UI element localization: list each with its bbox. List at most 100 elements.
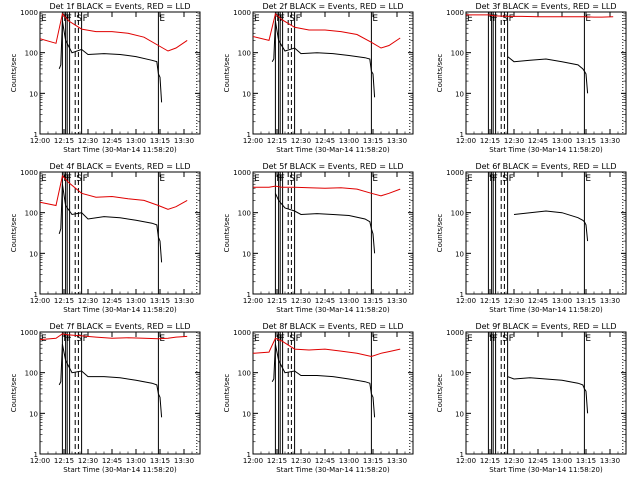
x-tick-label: 13:30 bbox=[174, 297, 194, 305]
y-tick-label: 10 bbox=[455, 90, 464, 98]
x-tick-label: 12:15 bbox=[54, 297, 74, 305]
x-tick-label: 12:30 bbox=[504, 297, 524, 305]
marker-label: E bbox=[41, 14, 47, 24]
panel-title: Det 9f BLACK = Events, RED = LLD bbox=[475, 322, 616, 331]
detector-panel-7: Det 7f BLACK = Events, RED = LLD 1 10 100 10… bbox=[10, 322, 201, 474]
y-tick-label: 100 bbox=[238, 370, 251, 378]
marker-label: E bbox=[254, 14, 260, 24]
y-tick-label: 10 bbox=[29, 410, 38, 418]
series-line-events bbox=[271, 344, 376, 418]
x-tick-label: 12:00 bbox=[456, 297, 476, 305]
series-line-events bbox=[58, 20, 163, 103]
y-axis-label: Counts/sec bbox=[10, 214, 18, 253]
y-tick-label: 1000 bbox=[233, 329, 251, 337]
marker-label: F bbox=[83, 334, 88, 344]
marker-label: E bbox=[372, 334, 378, 344]
x-tick-label: 13:15 bbox=[576, 457, 596, 465]
x-tick-label: 12:45 bbox=[102, 297, 122, 305]
x-tick-label: 13:15 bbox=[150, 137, 170, 145]
detector-panel-6: Det 6f BLACK = Events, RED = LLD 1 10 100 10… bbox=[436, 162, 627, 314]
marker-label: F bbox=[509, 334, 514, 344]
marker-label: E bbox=[159, 14, 165, 24]
marker-label: E bbox=[254, 334, 260, 344]
y-axis-label: Counts/sec bbox=[10, 374, 18, 413]
marker-label: E bbox=[467, 174, 473, 184]
x-tick-label: 12:30 bbox=[78, 137, 98, 145]
series-line-lld bbox=[40, 174, 188, 210]
x-tick-label: 12:45 bbox=[315, 137, 335, 145]
marker-label: S bbox=[76, 174, 82, 184]
x-tick-label: 13:00 bbox=[126, 457, 146, 465]
x-axis-label: Start Time (30-Mar-14 11:58:20) bbox=[276, 306, 390, 314]
x-tick-label: 12:15 bbox=[480, 297, 500, 305]
y-tick-label: 1 bbox=[34, 131, 38, 139]
panel-title: Det 6f BLACK = Events, RED = LLD bbox=[475, 162, 616, 171]
x-tick-label: 12:45 bbox=[528, 457, 548, 465]
x-axis-label: Start Time (30-Mar-14 11:58:20) bbox=[489, 466, 603, 474]
x-tick-label: 12:45 bbox=[315, 297, 335, 305]
detector-panel-5: Det 5f BLACK = Events, RED = LLD 1 10 100 10… bbox=[223, 162, 414, 314]
series-line-lld bbox=[40, 333, 188, 341]
marker-label: E bbox=[585, 334, 591, 344]
x-tick-label: 12:15 bbox=[267, 457, 287, 465]
detector-panel-9: Det 9f BLACK = Events, RED = LLD 1 10 100 10… bbox=[436, 322, 627, 474]
y-axis-label: Counts/sec bbox=[223, 374, 231, 413]
y-axis-label: Counts/sec bbox=[436, 374, 444, 413]
x-tick-label: 13:00 bbox=[552, 297, 572, 305]
x-tick-label: 12:45 bbox=[528, 297, 548, 305]
panel-title: Det 7f BLACK = Events, RED = LLD bbox=[49, 322, 190, 331]
panel-title: Det 3f BLACK = Events, RED = LLD bbox=[475, 2, 616, 11]
marker-label: F bbox=[509, 174, 514, 184]
x-tick-label: 13:00 bbox=[126, 137, 146, 145]
y-tick-label: 1 bbox=[460, 291, 464, 299]
marker-label: F bbox=[296, 174, 301, 184]
y-tick-label: 1000 bbox=[446, 329, 464, 337]
x-tick-label: 12:00 bbox=[456, 137, 476, 145]
series-line-lld bbox=[253, 185, 401, 197]
x-tick-label: 13:15 bbox=[576, 137, 596, 145]
marker-label: F bbox=[296, 14, 301, 24]
x-tick-label: 12:15 bbox=[54, 137, 74, 145]
series-line-lld bbox=[40, 12, 188, 52]
marker-label: F bbox=[83, 174, 88, 184]
marker-label: E bbox=[372, 174, 378, 184]
marker-label: S bbox=[502, 334, 508, 344]
y-tick-label: 1 bbox=[460, 131, 464, 139]
y-tick-label: 1 bbox=[34, 291, 38, 299]
y-tick-label: 10 bbox=[29, 250, 38, 258]
y-tick-label: 1 bbox=[247, 451, 251, 459]
panel-title: Det 1f BLACK = Events, RED = LLD bbox=[49, 2, 190, 11]
x-tick-label: 13:15 bbox=[363, 457, 383, 465]
marker-label: F bbox=[296, 334, 301, 344]
y-tick-label: 10 bbox=[242, 410, 251, 418]
y-tick-label: 10 bbox=[242, 250, 251, 258]
y-tick-label: 1000 bbox=[446, 169, 464, 177]
x-tick-label: 12:00 bbox=[30, 297, 50, 305]
series-line-events bbox=[274, 193, 376, 254]
x-tick-label: 12:45 bbox=[102, 457, 122, 465]
y-tick-label: 100 bbox=[238, 210, 251, 218]
y-tick-label: 1 bbox=[247, 131, 251, 139]
y-tick-label: 1000 bbox=[446, 9, 464, 17]
x-tick-label: 12:00 bbox=[243, 297, 263, 305]
series-line-events bbox=[58, 344, 163, 418]
marker-label: E bbox=[585, 174, 591, 184]
marker-label: E bbox=[159, 174, 165, 184]
plot-frame bbox=[465, 331, 627, 455]
x-tick-label: 13:30 bbox=[600, 137, 620, 145]
plot-frame bbox=[465, 11, 627, 135]
x-axis-label: Start Time (30-Mar-14 11:58:20) bbox=[489, 146, 603, 154]
x-tick-label: 12:30 bbox=[291, 457, 311, 465]
series-line-events bbox=[507, 56, 589, 94]
y-tick-label: 1000 bbox=[20, 329, 38, 337]
panel-title: Det 5f BLACK = Events, RED = LLD bbox=[262, 162, 403, 171]
x-tick-label: 12:30 bbox=[504, 457, 524, 465]
detector-panel-1: Det 1f BLACK = Events, RED = LLD 1 10 100 10… bbox=[10, 2, 201, 154]
x-tick-label: 12:15 bbox=[267, 137, 287, 145]
x-tick-label: 13:00 bbox=[126, 297, 146, 305]
x-tick-label: 13:30 bbox=[387, 297, 407, 305]
x-tick-label: 12:00 bbox=[30, 457, 50, 465]
plot-frame bbox=[252, 171, 414, 295]
y-tick-label: 1 bbox=[460, 451, 464, 459]
